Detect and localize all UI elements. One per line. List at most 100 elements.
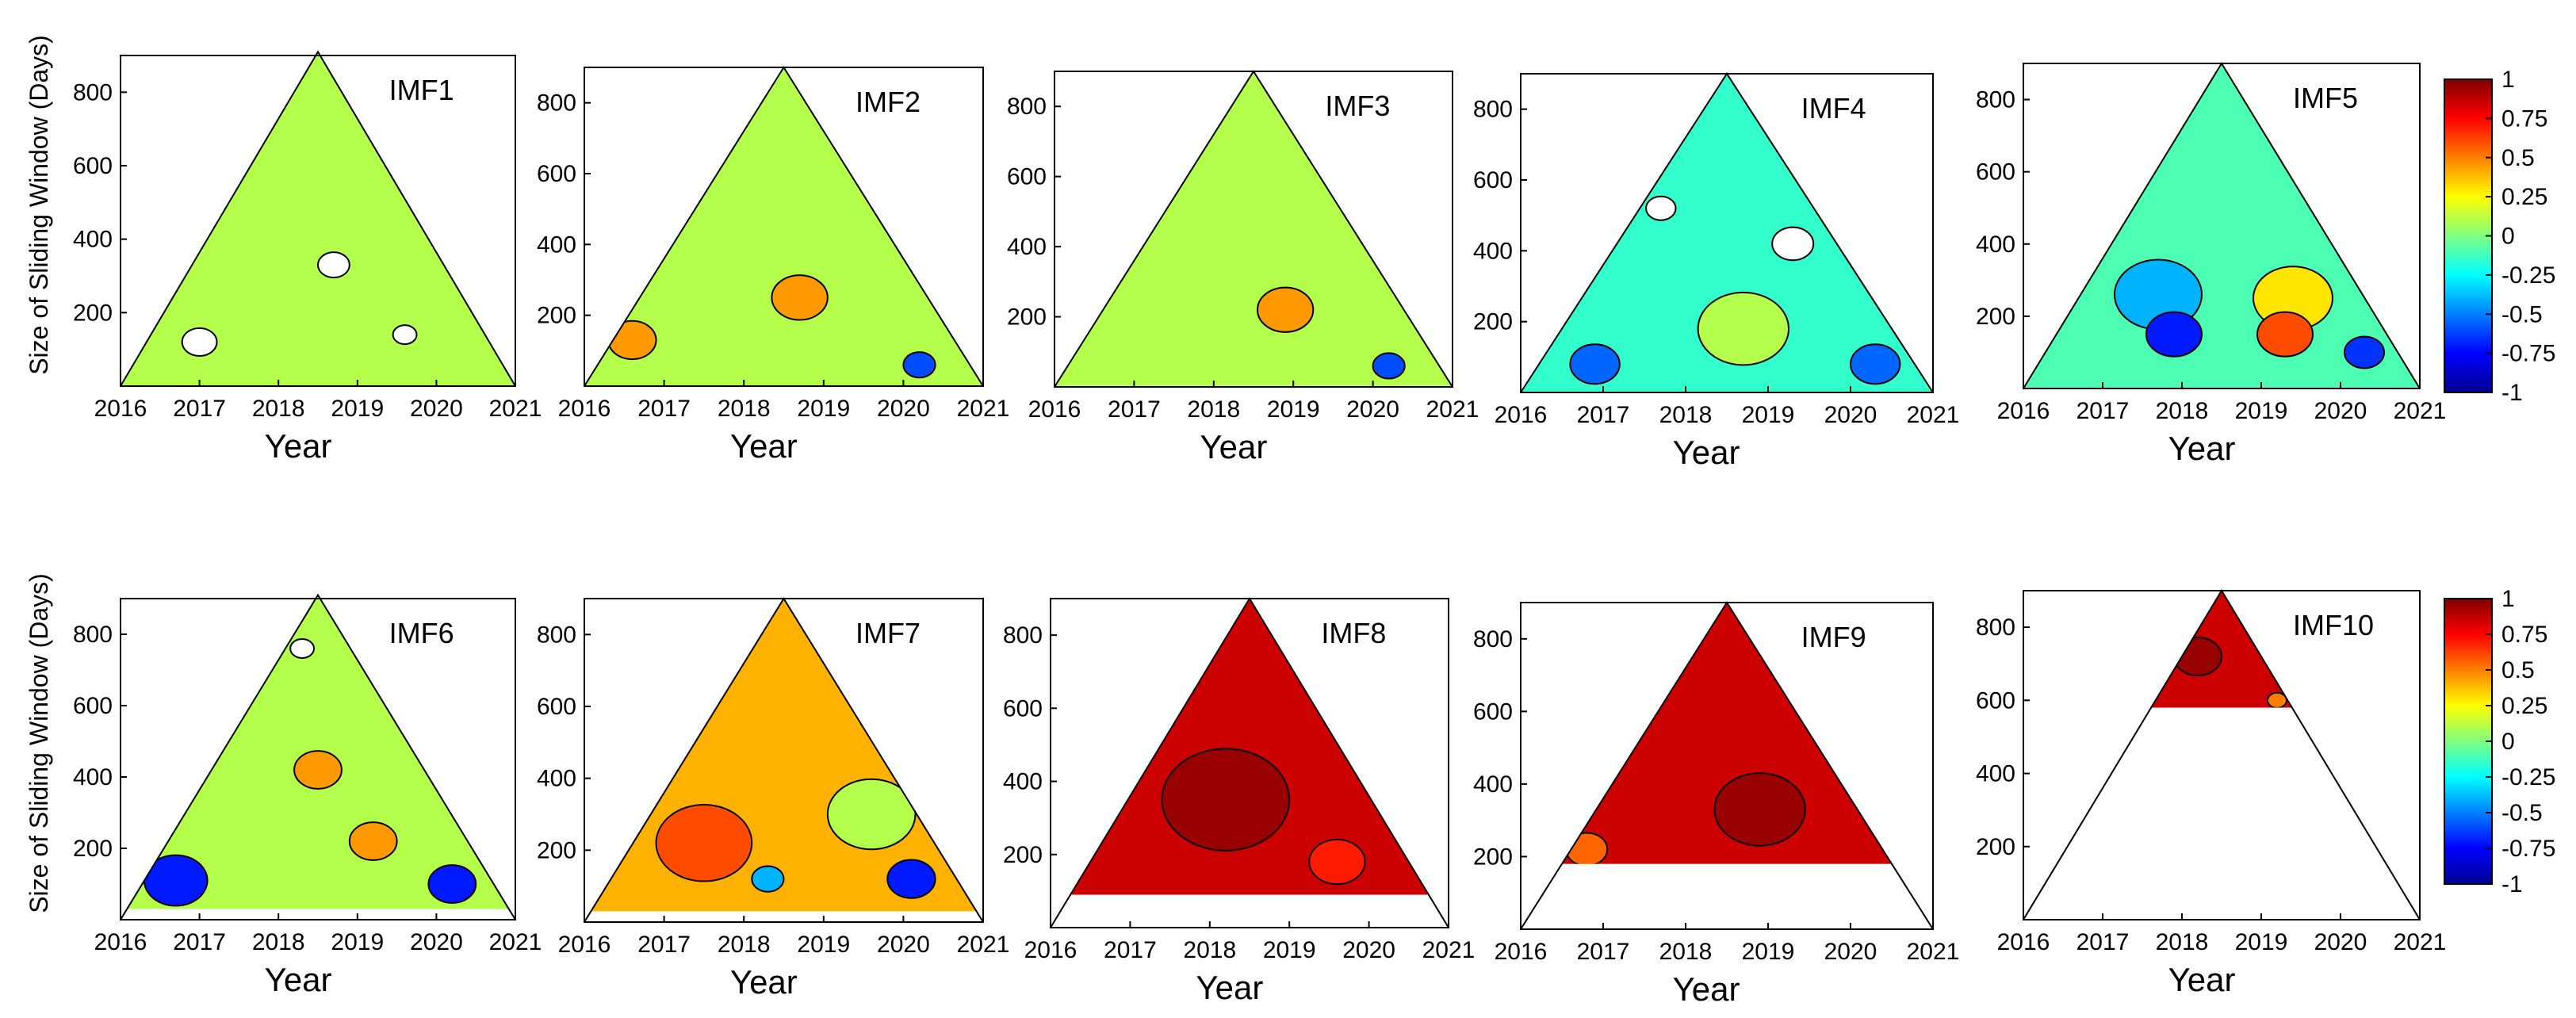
panel-imf9: 2016 2017 2018 2019 2020 2021 200 400 600 800 IMF9… <box>1473 601 1959 1008</box>
x-tick-label: 2019 <box>1263 937 1316 963</box>
x-tick-label: 2018 <box>1183 937 1236 963</box>
x-tick-label: 2016 <box>1997 398 2050 424</box>
heat-fill <box>121 55 515 386</box>
axes-frame <box>584 598 984 923</box>
colorbar-tick-label: -0.75 <box>2501 836 2555 862</box>
y-tick-label: 600 <box>1007 164 1047 190</box>
y-tick-label: 600 <box>1473 698 1513 725</box>
heat-region <box>1697 291 1790 366</box>
y-tick-label: 400 <box>1976 761 2015 787</box>
heat-region <box>1713 772 1806 847</box>
y-tick-label: 800 <box>537 622 576 648</box>
heat-region <box>1565 832 1609 864</box>
colorbar-tick-label: 0.25 <box>2501 184 2547 210</box>
x-tick-label: 2018 <box>252 929 305 955</box>
colorbar-tick-label: -0.5 <box>2501 800 2543 826</box>
axes-frame <box>1050 598 1449 928</box>
x-axis-label: Year <box>2168 961 2236 998</box>
colorbar-tick-label: -0.5 <box>2501 301 2543 327</box>
x-axis-label: Year <box>1200 428 1267 465</box>
y-tick-label: 400 <box>73 227 113 253</box>
x-tick-label: 2021 <box>957 932 1010 958</box>
panel-imf6: 2016 2017 2018 2019 2020 2021 200 400 600 800 IMF6… <box>25 573 542 998</box>
y-tick-label: 800 <box>1473 97 1513 123</box>
colorbar-gradient <box>2444 598 2493 885</box>
panel-title: IMF2 <box>855 86 921 118</box>
y-axis-label: Size of Sliding Window (Days) <box>25 573 53 913</box>
colorbar-tick-label: 0.75 <box>2501 622 2547 648</box>
y-tick-label: 600 <box>1003 695 1043 721</box>
x-tick-label: 2016 <box>558 396 611 422</box>
x-tick-label: 2016 <box>94 929 147 955</box>
colorbar-tick-label: -1 <box>2501 871 2523 897</box>
x-tick-label: 2021 <box>957 396 1010 422</box>
heat-region <box>771 274 829 321</box>
y-tick-label: 800 <box>1003 622 1043 649</box>
heat-region <box>1569 343 1621 385</box>
x-tick-label: 2016 <box>1997 929 2050 955</box>
x-tick-label: 2021 <box>489 396 542 422</box>
axes-frame <box>584 67 984 387</box>
x-tick-label: 2019 <box>331 396 384 422</box>
x-tick-label: 2017 <box>1577 402 1630 428</box>
axes-frame <box>2023 63 2421 389</box>
heat-region <box>655 803 753 882</box>
x-tick-label: 2020 <box>410 929 463 955</box>
heat-gap <box>181 327 218 357</box>
x-tick-label: 2019 <box>1267 396 1320 423</box>
x-tick-label: 2020 <box>1824 402 1877 428</box>
x-axis-label: Year <box>1673 434 1740 471</box>
heat-region <box>348 821 398 861</box>
x-tick-label: 2018 <box>252 396 305 422</box>
x-tick-label: 2017 <box>173 929 226 955</box>
heat-region <box>1308 838 1366 886</box>
x-tick-label: 2016 <box>558 932 611 958</box>
panel-title: IMF1 <box>389 74 454 106</box>
x-tick-label: 2020 <box>877 932 930 958</box>
x-tick-label: 2021 <box>489 929 542 955</box>
panel-title: IMF4 <box>1801 92 1866 124</box>
axes-frame <box>1520 602 1934 930</box>
y-tick-label: 800 <box>73 79 113 105</box>
axes-frame <box>120 55 516 387</box>
x-tick-label: 2017 <box>2076 398 2130 424</box>
colorbar-tick-label: 0 <box>2501 224 2515 250</box>
heat-gap <box>289 638 316 659</box>
heat-gap <box>1645 195 1677 221</box>
heat-gap <box>1771 226 1815 262</box>
y-tick-label: 200 <box>1976 834 2015 860</box>
heat-region <box>2267 691 2287 708</box>
triangle-outline <box>120 50 516 387</box>
y-tick-label: 400 <box>1007 234 1047 260</box>
triangle-outline <box>120 593 516 920</box>
colorbar-gradient <box>2444 78 2493 393</box>
y-tick-label: 200 <box>1003 842 1043 868</box>
panel-imf1: 2016 2017 2018 2019 2020 2021 200 400 600 800 IMF1… <box>25 35 542 465</box>
x-tick-label: 2016 <box>94 396 147 422</box>
heat-region <box>607 320 657 361</box>
heat-region <box>751 865 785 893</box>
heat-region <box>2145 311 2203 358</box>
x-tick-label: 2016 <box>1495 402 1548 428</box>
x-tick-label: 2016 <box>1024 937 1077 963</box>
y-tick-label: 200 <box>73 836 113 862</box>
colorbar-2: 1 0.75 0.5 0.25 0 -0.25 -0.5 -0.75 -1 <box>2444 586 2555 897</box>
heat-region <box>1257 286 1315 333</box>
x-tick-label: 2021 <box>1907 402 1960 428</box>
heat-region <box>902 351 936 379</box>
x-tick-label: 2020 <box>1342 937 1395 963</box>
heat-fill <box>1055 71 1453 387</box>
y-tick-label: 400 <box>537 766 576 792</box>
colorbar-tick-label: 0 <box>2501 729 2515 755</box>
axes-frame <box>1520 73 1934 393</box>
colorbar-tick-label: 1 <box>2501 67 2515 93</box>
y-tick-label: 200 <box>1473 844 1513 870</box>
panel-imf7: 2016 2017 2018 2019 2020 2021 200 400 600 800 IMF7… <box>537 597 1010 1001</box>
x-tick-label: 2019 <box>797 932 850 958</box>
y-tick-label: 200 <box>73 300 113 326</box>
x-tick-label: 2019 <box>331 929 384 955</box>
y-tick-label: 800 <box>1976 87 2015 113</box>
x-tick-label: 2018 <box>2156 929 2209 955</box>
x-axis-label: Year <box>1196 969 1263 1006</box>
x-axis-label: Year <box>2168 430 2236 467</box>
